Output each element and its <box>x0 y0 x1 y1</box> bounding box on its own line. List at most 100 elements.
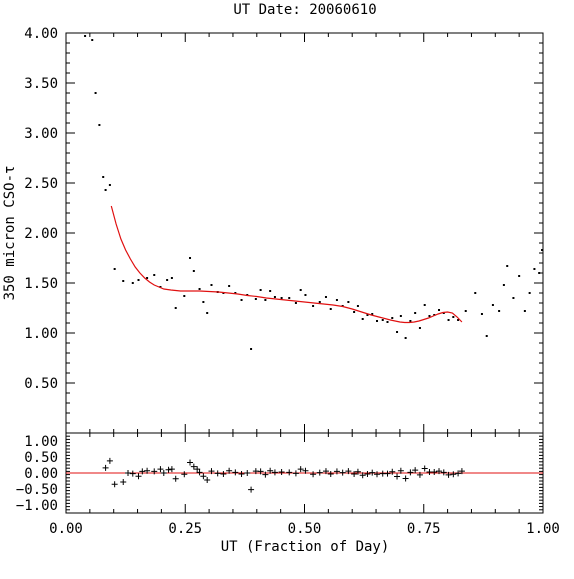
residual-point <box>120 478 127 485</box>
residual-point <box>455 470 462 477</box>
y-tick-label: 3.50 <box>24 76 58 92</box>
x-tick-label: 0.50 <box>288 521 322 537</box>
residual-point <box>297 466 304 473</box>
data-point <box>113 268 116 270</box>
residual-point <box>244 470 251 476</box>
residual-point <box>190 463 197 470</box>
residual-point <box>102 464 109 471</box>
residual-point <box>364 470 371 477</box>
residual-point <box>302 467 309 474</box>
residual-point <box>389 468 396 475</box>
residual-point <box>322 468 329 475</box>
residual-point <box>450 471 457 478</box>
residual-point <box>208 468 215 475</box>
data-point <box>396 331 399 333</box>
residual-point <box>135 473 142 480</box>
data-point <box>518 275 521 277</box>
residual-point <box>111 481 118 488</box>
residual-point <box>369 469 376 476</box>
data-point <box>108 184 111 186</box>
data-point <box>353 311 356 313</box>
residual-point <box>139 468 146 475</box>
residual-point <box>151 468 158 475</box>
residual-point <box>194 466 201 473</box>
x-axis-label: UT (Fraction of Day) <box>221 539 390 555</box>
data-point <box>498 310 501 312</box>
data-point <box>512 297 515 299</box>
residual-point <box>286 469 293 476</box>
residual-point <box>416 471 423 478</box>
y-tick-label: 0.00 <box>24 466 58 482</box>
data-point <box>371 313 374 315</box>
data-point <box>131 282 134 284</box>
data-point <box>474 292 477 294</box>
data-point <box>329 308 332 310</box>
data-point <box>528 292 531 294</box>
residual-point <box>445 471 452 478</box>
data-point <box>452 316 455 318</box>
data-point <box>361 318 364 320</box>
residual-point <box>394 473 401 480</box>
residual-point <box>125 470 132 476</box>
data-point <box>356 305 359 307</box>
fit-curve <box>110 205 463 324</box>
residual-point <box>310 471 317 478</box>
data-point <box>198 288 201 290</box>
data-point <box>386 321 389 323</box>
data-point <box>288 297 291 299</box>
data-point <box>381 319 384 321</box>
residual-point <box>248 486 255 493</box>
residual-point <box>431 469 438 476</box>
plot-frame <box>65 32 544 434</box>
chart-title: UT Date: 20060610 <box>233 2 376 18</box>
data-point <box>506 265 509 267</box>
residual-point <box>232 469 239 476</box>
data-point <box>335 299 338 301</box>
residual-point <box>458 468 465 475</box>
data-point <box>324 296 327 298</box>
residual-point <box>106 457 113 464</box>
residual-point <box>204 477 211 484</box>
residual-point <box>144 467 151 474</box>
x-tick-label: 0.25 <box>168 521 202 537</box>
residual-point <box>402 475 409 482</box>
residual-point <box>157 466 164 473</box>
residual-point <box>374 471 381 478</box>
y-axis-label: 350 micron CSO-τ <box>2 166 18 301</box>
data-point <box>98 124 101 126</box>
residual-point <box>220 470 227 477</box>
residual-point <box>351 470 358 477</box>
residual-point <box>238 470 245 477</box>
residual-point <box>129 470 136 477</box>
data-point <box>391 317 394 319</box>
data-point <box>485 335 488 337</box>
residual-point <box>200 473 207 480</box>
residual-point <box>257 468 264 475</box>
data-point <box>122 280 125 282</box>
y-tick-label: −0.50 <box>16 482 58 498</box>
y-tick-label: 1.00 <box>24 434 58 450</box>
data-point <box>202 301 205 303</box>
data-point <box>280 297 283 299</box>
y-tick-label: 4.00 <box>24 26 58 42</box>
data-point <box>153 274 156 276</box>
residual-panel: −1.00−0.500.000.501.000.00 0.25 0.50 0.75 1.… <box>16 432 560 537</box>
top-panel: 0.50 1.00 1.50 2.00 2.50 3.00 3.50 4.00 <box>24 26 544 434</box>
data-point <box>104 189 107 191</box>
y-tick-label: 0.50 <box>24 376 58 392</box>
residual-point <box>196 469 203 476</box>
data-point <box>269 290 272 292</box>
data-point <box>533 268 536 270</box>
data-point <box>94 92 97 94</box>
y-tick-label: 2.50 <box>24 176 58 192</box>
data-point <box>464 310 467 312</box>
residual-point <box>292 470 299 477</box>
data-point <box>423 304 426 306</box>
data-point <box>102 176 105 178</box>
residual-point <box>226 467 233 474</box>
residual-point <box>262 471 269 478</box>
data-point <box>299 289 302 291</box>
residual-point <box>384 470 391 477</box>
residual-point <box>407 469 414 476</box>
